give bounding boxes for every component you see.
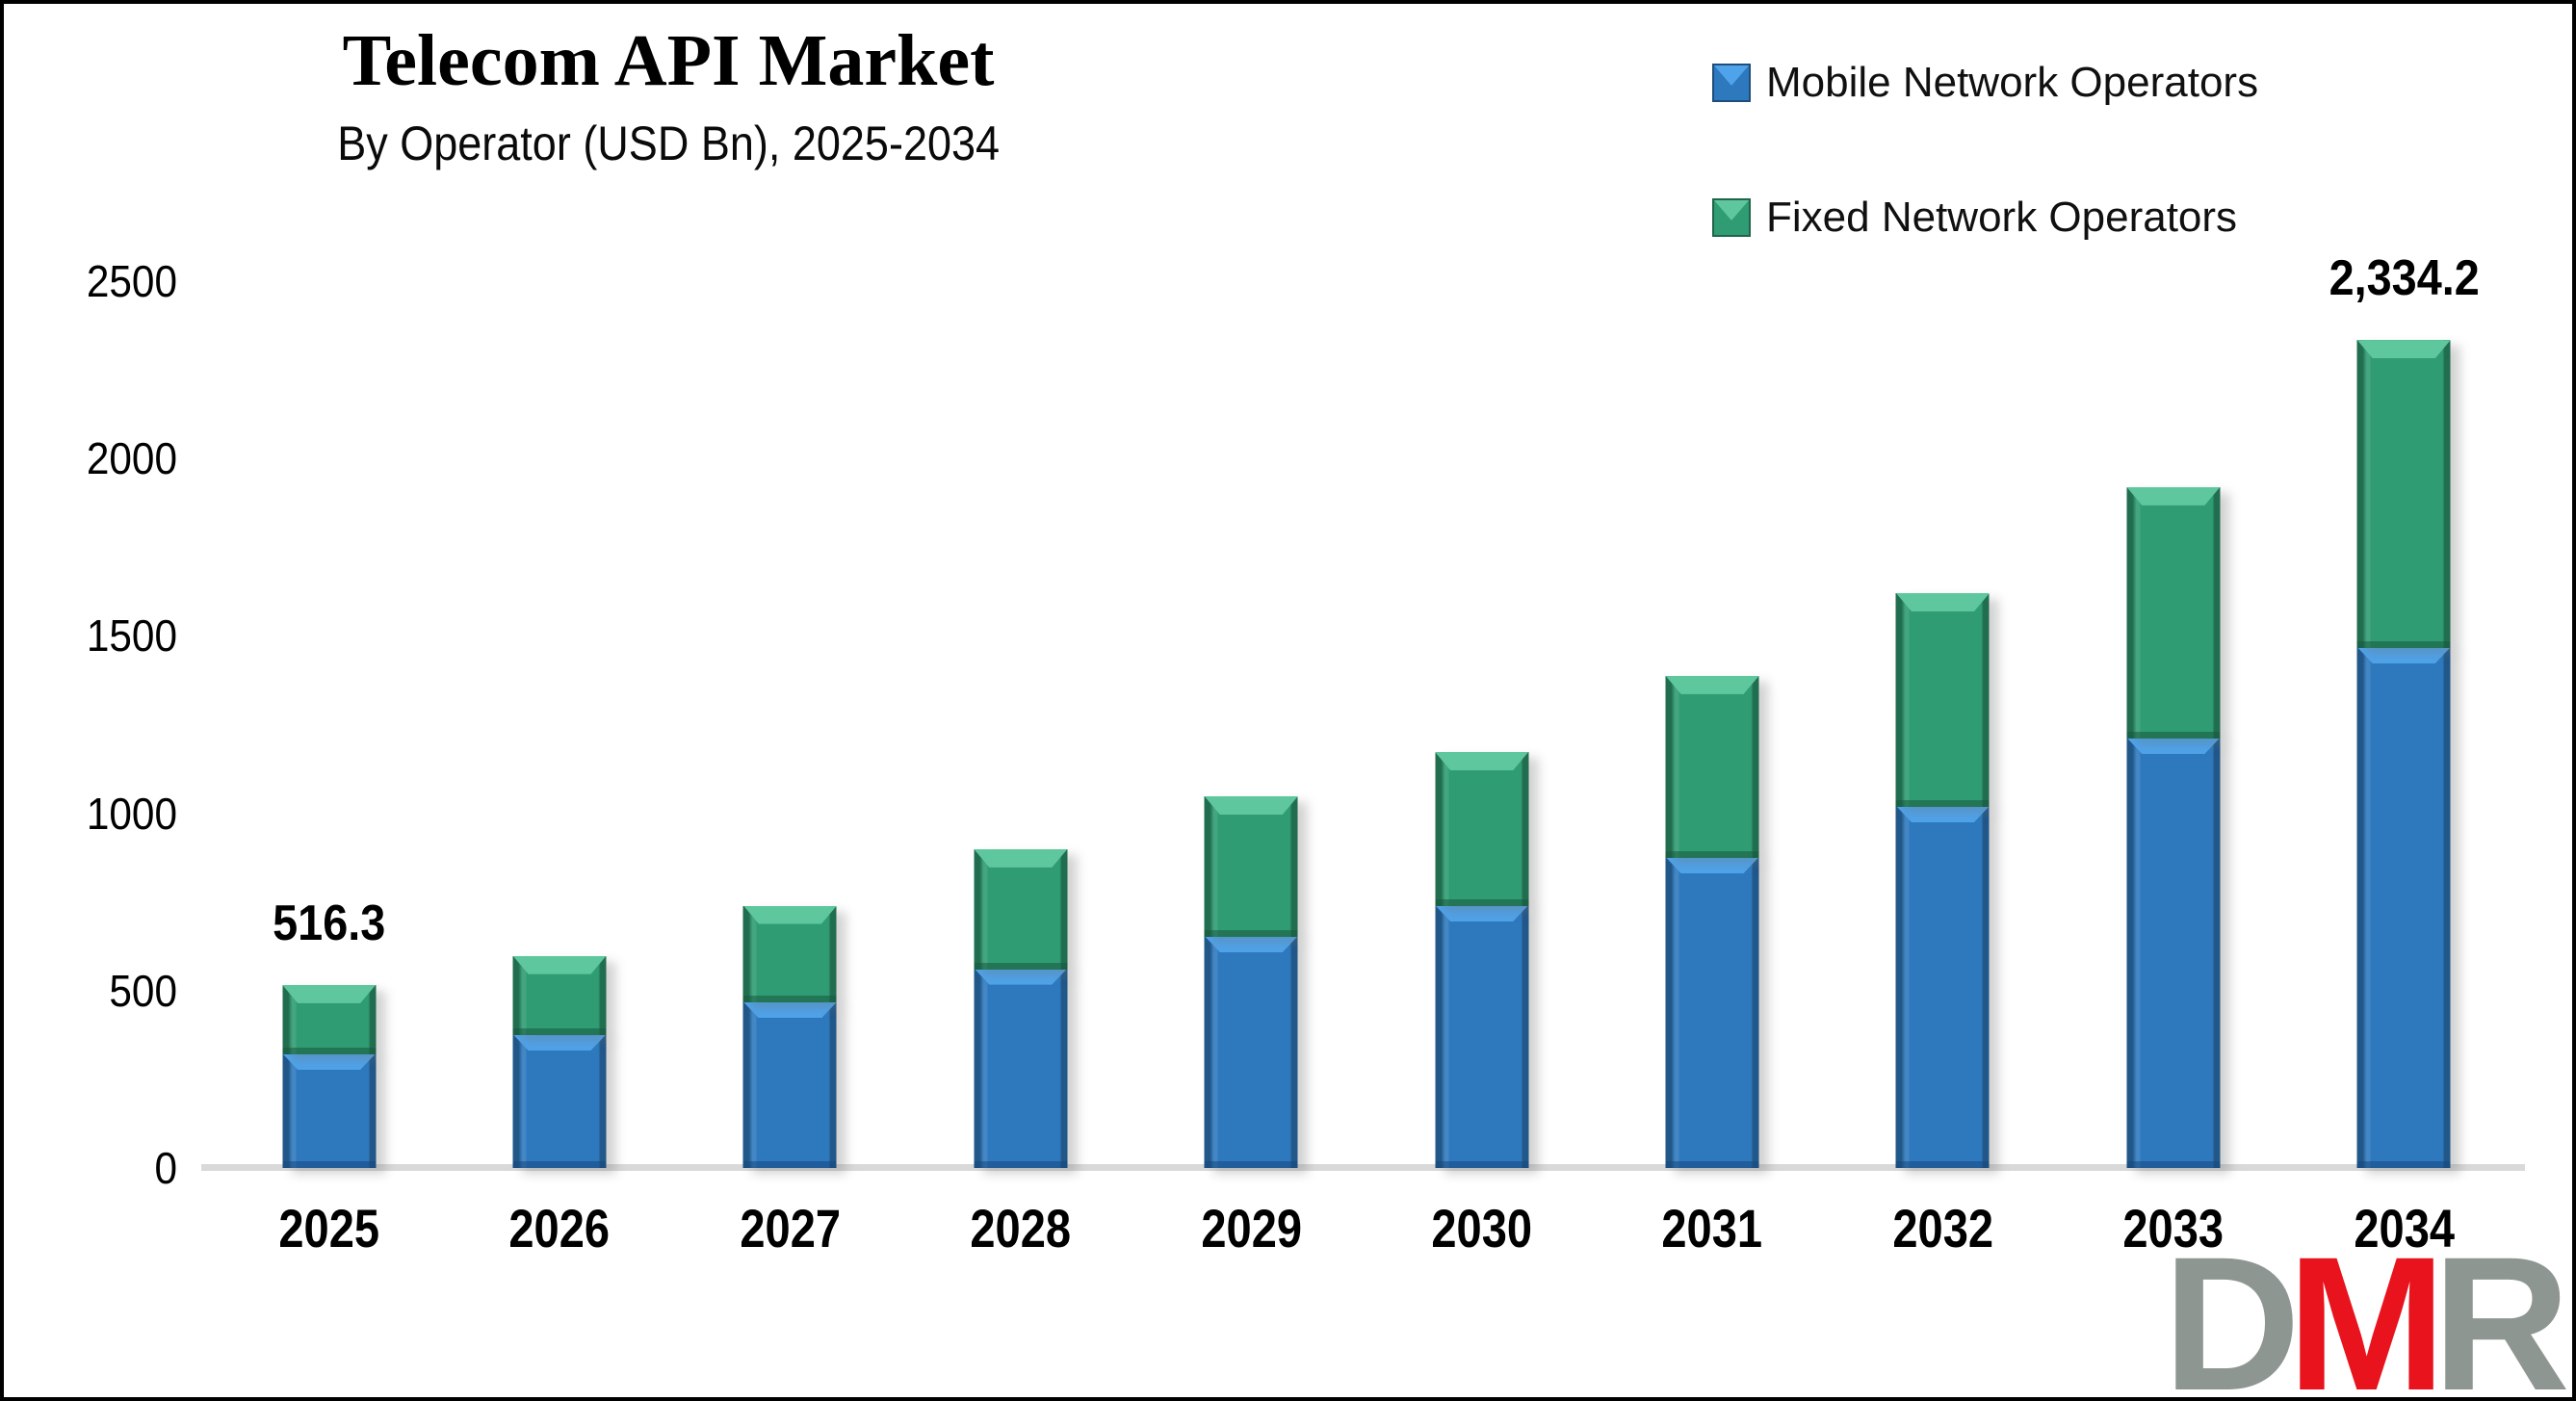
bar-segment-2027-fixed <box>742 905 837 1003</box>
legend-item-mobile: Mobile Network Operators <box>1712 60 2258 106</box>
mobile-legend-marker-icon <box>1712 64 1751 102</box>
y-tick-1000: 1000 <box>86 788 177 839</box>
bar-segment-2026-mobile <box>512 1033 607 1169</box>
y-tick-1500: 1500 <box>86 610 177 662</box>
y-tick-0: 0 <box>154 1143 177 1193</box>
x-tick-2025: 2025 <box>278 1198 380 1258</box>
x-tick-2027: 2027 <box>740 1198 841 1258</box>
bar-segment-2030-mobile <box>1435 904 1529 1169</box>
y-tick-2500: 2500 <box>86 256 177 306</box>
x-tick-2030: 2030 <box>1431 1198 1533 1258</box>
bar-segment-2025-mobile <box>282 1052 377 1169</box>
bar-2028 <box>905 281 1135 1169</box>
bar-segment-2033-fixed <box>2126 486 2221 739</box>
bar-segment-2027-mobile <box>742 1001 837 1168</box>
bar-segment-2028-mobile <box>974 968 1068 1169</box>
bar-segment-2034-mobile <box>2356 647 2451 1168</box>
bar-segment-2031-mobile <box>1665 856 1759 1169</box>
bar-2027 <box>675 281 905 1168</box>
logo-letter-D: D <box>2163 1217 2301 1401</box>
dmr-logo: DMR <box>2163 1217 2570 1401</box>
x-tick-2032: 2032 <box>1892 1198 1993 1258</box>
x-tick-2028: 2028 <box>970 1198 1072 1258</box>
y-tick-500: 500 <box>109 965 177 1016</box>
x-axis-line <box>201 1164 2525 1171</box>
legend-item-fixed: Fixed Network Operators <box>1712 195 2237 241</box>
bar-segment-2033-mobile <box>2126 737 2221 1169</box>
legend-label: Mobile Network Operators <box>1766 59 2259 106</box>
bar-2033 <box>2058 281 2288 1169</box>
bar-segment-2031-fixed <box>1665 675 1759 859</box>
value-label-2025: 516.3 <box>273 895 386 951</box>
bar-segment-2025-fixed <box>282 984 377 1055</box>
bar-2030 <box>1366 281 1597 1169</box>
bar-segment-2032-mobile <box>1895 805 1990 1169</box>
bar-segment-2029-mobile <box>1204 936 1298 1168</box>
bar-2031 <box>1597 281 1827 1169</box>
bar-2034 <box>2289 281 2519 1168</box>
chart-title: Telecom API Market <box>342 20 995 101</box>
x-tick-2026: 2026 <box>508 1198 611 1258</box>
logo-letter-R: R <box>2433 1217 2570 1401</box>
value-label-2034: 2,334.2 <box>2329 250 2480 307</box>
plot-area <box>214 281 2519 1169</box>
bar-2029 <box>1136 281 1366 1168</box>
bar-segment-2029-fixed <box>1204 796 1298 937</box>
bar-2032 <box>1828 281 2058 1169</box>
logo-letter-M: M <box>2287 1217 2446 1401</box>
x-tick-2034: 2034 <box>2353 1198 2455 1258</box>
bar-segment-2034-fixed <box>2356 340 2451 649</box>
bar-2025 <box>214 281 444 1169</box>
legend-label: Fixed Network Operators <box>1766 194 2238 241</box>
bar-segment-2032-fixed <box>1895 593 1990 807</box>
title-block: Telecom API Market By Operator (USD Bn),… <box>187 19 1150 171</box>
bar-segment-2028-fixed <box>974 848 1068 970</box>
x-tick-2033: 2033 <box>2122 1198 2225 1258</box>
chart-subtitle: By Operator (USD Bn), 2025-2034 <box>337 117 1000 170</box>
x-tick-2031: 2031 <box>1661 1198 1763 1258</box>
bar-segment-2026-fixed <box>512 955 607 1036</box>
bar-2026 <box>444 281 674 1169</box>
y-tick-2000: 2000 <box>86 433 177 484</box>
bar-segment-2030-fixed <box>1435 751 1529 906</box>
x-tick-2029: 2029 <box>1200 1198 1302 1258</box>
fixed-legend-marker-icon <box>1712 198 1751 237</box>
